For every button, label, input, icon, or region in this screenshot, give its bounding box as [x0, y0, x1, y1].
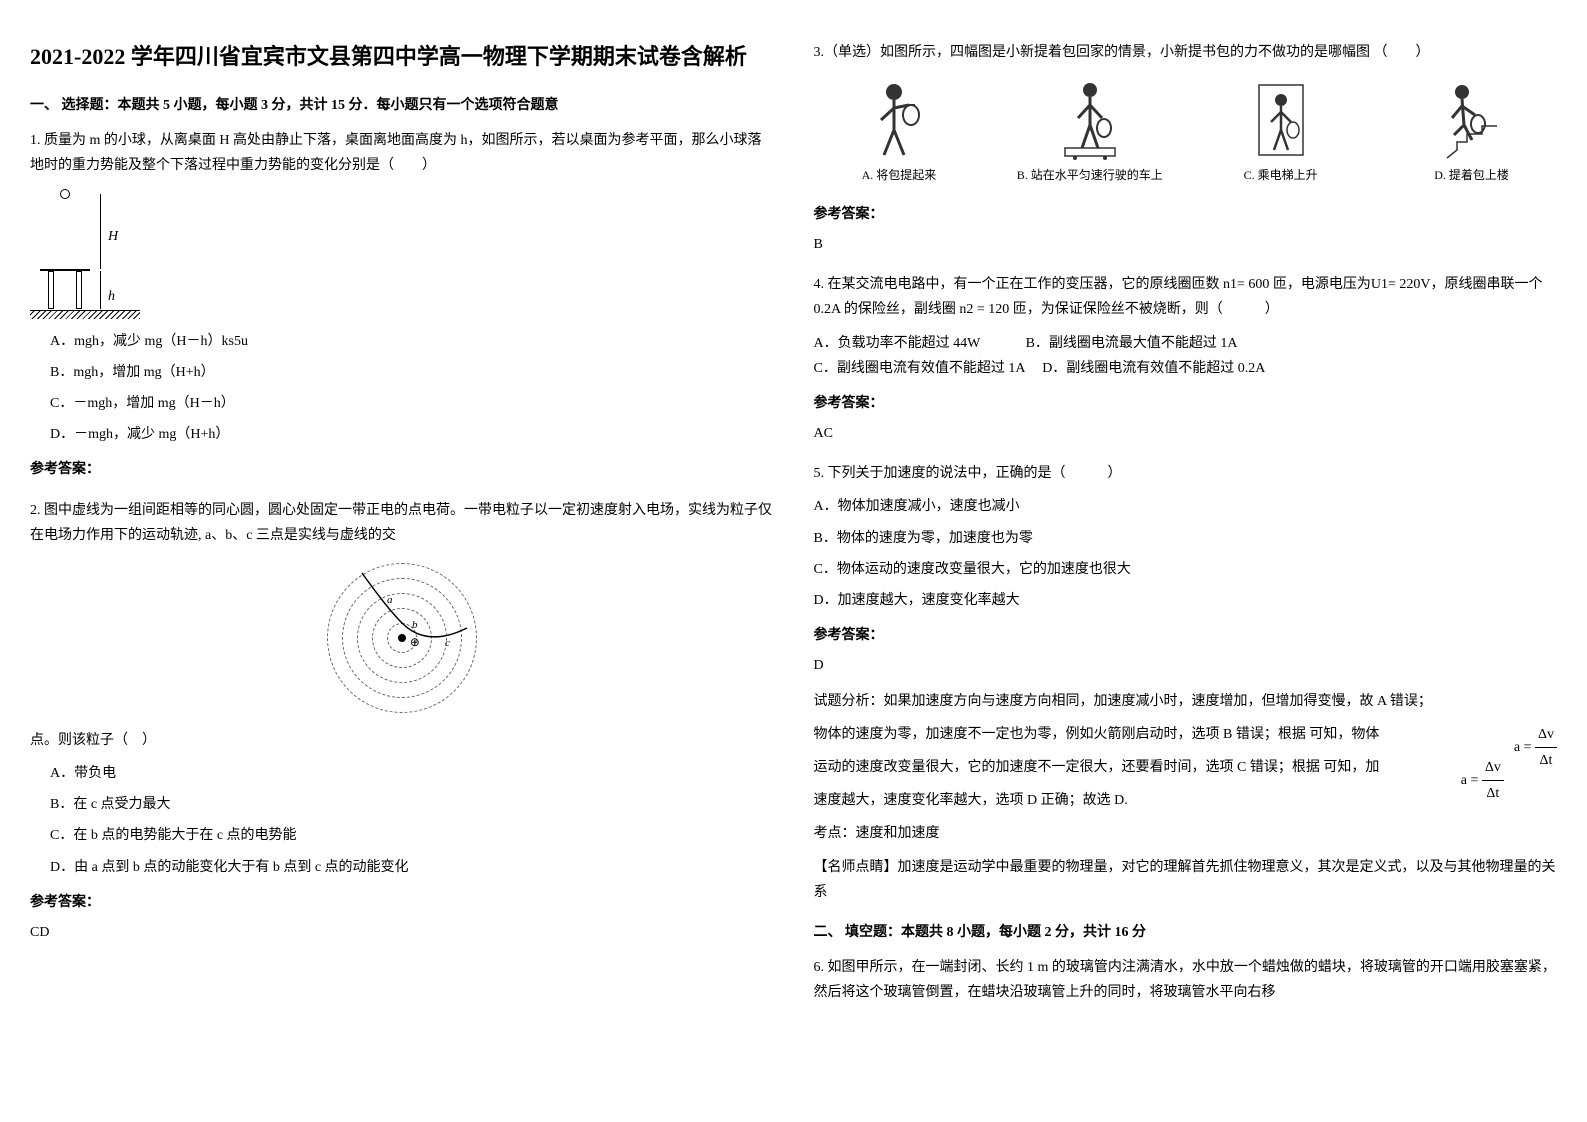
q5-text: 5. 下列关于加速度的说法中，正确的是（ ） [814, 461, 1558, 486]
q2-answer: CD [30, 920, 774, 945]
q3-label-d: D. 提着包上楼 [1386, 165, 1557, 187]
q3-answer: B [814, 232, 1558, 257]
section2-header: 二、 填空题：本题共 8 小题，每小题 2 分，共计 16 分 [814, 920, 1558, 945]
section1-header: 一、 选择题：本题共 5 小题，每小题 3 分，共计 15 分．每小题只有一个选… [30, 93, 774, 118]
q1-text: 1. 质量为 m 的小球，从离桌面 H 高处由静止下落，桌面离地面高度为 h，如… [30, 128, 774, 178]
q1-label-h: h [108, 284, 115, 309]
q5-analysis5: 考点：速度和加速度 [814, 821, 1558, 846]
q2-option-c: C．在 b 点的电势能大于在 c 点的电势能 [50, 823, 774, 848]
q3-scenario-d: D. 提着包上楼 [1386, 80, 1557, 187]
q5-analysis1: 试题分析：如果加速度方向与速度方向相同，加速度减小时，速度增加，但增加得变慢，故… [814, 689, 1558, 714]
q5-option-b: B．物体的速度为零，加速度也为零 [814, 526, 1558, 551]
person-a-icon [869, 80, 929, 160]
q4-option-c: C．副线圈电流有效值不能超过 1A [814, 361, 1025, 376]
person-d-icon [1442, 80, 1502, 160]
q2-answer-label: 参考答案： [30, 890, 774, 915]
question-6: 6. 如图甲所示，在一端封闭、长约 1 m 的玻璃管内注满清水，水中放一个蜡烛做… [814, 955, 1558, 1005]
q3-answer-label: 参考答案： [814, 202, 1558, 227]
q1-option-c: C．－mgh，增加 mg（H－h） [50, 391, 774, 416]
formula-1: a = ΔvΔt [1514, 722, 1557, 773]
q3-label-c: C. 乘电梯上升 [1195, 165, 1366, 187]
q1-option-a: A．mgh，减少 mg（H－h）ks5u [50, 329, 774, 354]
svg-text:a: a [387, 594, 393, 606]
question-2: 2. 图中虚线为一组间距相等的同心圆，圆心处固定一带正电的点电荷。一带电粒子以一… [30, 498, 774, 946]
question-5: 5. 下列关于加速度的说法中，正确的是（ ） A．物体加速度减小，速度也减小 B… [814, 461, 1558, 905]
formula-2: a = ΔvΔt [1461, 755, 1504, 806]
q5-option-c: C．物体运动的速度改变量很大，它的加速度也很大 [814, 557, 1558, 582]
q1-figure: H h [30, 189, 774, 319]
q1-label-H: H [108, 224, 118, 249]
q6-text: 6. 如图甲所示，在一端封闭、长约 1 m 的玻璃管内注满清水，水中放一个蜡烛做… [814, 955, 1558, 1005]
q5-option-a: A．物体加速度减小，速度也减小 [814, 494, 1558, 519]
q2-figure: ⊕ a b c [30, 558, 774, 718]
svg-text:b: b [412, 619, 418, 631]
q3-label-b: B. 站在水平匀速行驶的车上 [1004, 165, 1175, 187]
q2-option-b: B．在 c 点受力最大 [50, 792, 774, 817]
q3-label-a: A. 将包提起来 [814, 165, 985, 187]
person-b-icon [1060, 80, 1120, 160]
q3-scenario-a: A. 将包提起来 [814, 80, 985, 187]
q4-option-b: B．副线圈电流最大值不能超过 1A [1026, 336, 1238, 351]
q1-answer-label: 参考答案： [30, 457, 774, 482]
q4-text: 4. 在某交流电电路中，有一个正在工作的变压器，它的原线圈匝数 n1= 600 … [814, 272, 1558, 322]
q4-option-d: D．副线圈电流有效值不能超过 0.2A [1042, 361, 1265, 376]
q3-scenario-c: C. 乘电梯上升 [1195, 80, 1366, 187]
q3-text: 3.（单选）如图所示，四幅图是小新提着包回家的情景，小新提书包的力不做功的是哪幅… [814, 40, 1558, 65]
question-4: 4. 在某交流电电路中，有一个正在工作的变压器，它的原线圈匝数 n1= 600 … [814, 272, 1558, 446]
right-column: 3.（单选）如图所示，四幅图是小新提着包回家的情景，小新提书包的力不做功的是哪幅… [814, 40, 1558, 1020]
q5-analysis2: a = ΔvΔt 物体的速度为零，加速度不一定也为零，例如火箭刚启动时，选项 B… [814, 722, 1558, 747]
q2-text: 2. 图中虚线为一组间距相等的同心圆，圆心处固定一带正电的点电荷。一带电粒子以一… [30, 498, 774, 548]
exam-title: 2021-2022 学年四川省宜宾市文县第四中学高一物理下学期期末试卷含解析 [30, 40, 774, 73]
q5-analysis4: 速度越大，速度变化率越大，选项 D 正确；故选 D. [814, 788, 1558, 813]
q4-answer-label: 参考答案： [814, 391, 1558, 416]
q5-option-d: D．加速度越大，速度变化率越大 [814, 588, 1558, 613]
person-c-icon [1251, 80, 1311, 160]
q3-figure: A. 将包提起来 B. 站在水平匀速行驶的车上 [814, 80, 1558, 187]
q4-option-a: A．负载功率不能超过 44W [814, 336, 981, 351]
q5-answer-label: 参考答案： [814, 623, 1558, 648]
q5-analysis3: a = ΔvΔt 运动的速度改变量很大，它的加速度不一定很大，还要看时间，选项 … [814, 755, 1558, 780]
q2-text2: 点。则该粒子（ ） [30, 728, 774, 753]
trajectory-curve: a b c [357, 568, 477, 708]
q4-answer: AC [814, 421, 1558, 446]
q2-option-a: A．带负电 [50, 761, 774, 786]
left-column: 2021-2022 学年四川省宜宾市文县第四中学高一物理下学期期末试卷含解析 一… [30, 40, 774, 1020]
q5-analysis6: 【名师点睛】加速度是运动学中最重要的物理量，对它的理解首先抓住物理意义，其次是定… [814, 855, 1558, 905]
svg-text:c: c [445, 637, 450, 649]
question-1: 1. 质量为 m 的小球，从离桌面 H 高处由静止下落，桌面离地面高度为 h，如… [30, 128, 774, 482]
q1-option-b: B．mgh，增加 mg（H+h） [50, 360, 774, 385]
q5-answer: D [814, 653, 1558, 678]
question-3: 3.（单选）如图所示，四幅图是小新提着包回家的情景，小新提书包的力不做功的是哪幅… [814, 40, 1558, 257]
q1-option-d: D．－mgh，减少 mg（H+h） [50, 422, 774, 447]
q2-option-d: D．由 a 点到 b 点的动能变化大于有 b 点到 c 点的动能变化 [50, 855, 774, 880]
q3-scenario-b: B. 站在水平匀速行驶的车上 [1004, 80, 1175, 187]
